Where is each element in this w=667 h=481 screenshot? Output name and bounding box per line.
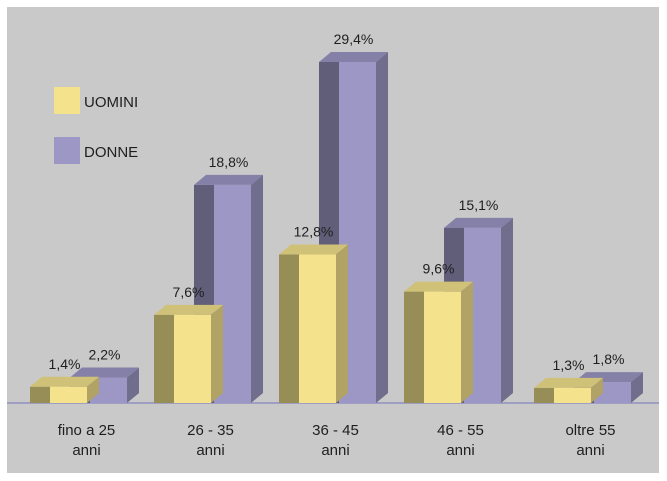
bar-donne-2 bbox=[194, 174, 263, 403]
x-tick-label-1-line-1: fino a 25 bbox=[58, 422, 116, 439]
bar-uomini-3 bbox=[279, 244, 348, 403]
bar-uomini-5 bbox=[534, 377, 603, 403]
x-tick-label-1-line-2: anni bbox=[72, 442, 100, 459]
bar-side-face bbox=[591, 377, 603, 403]
data-label-donne-2: 18,8% bbox=[209, 154, 249, 170]
data-label-donne-5: 1,8% bbox=[593, 351, 625, 367]
bar-side-face bbox=[87, 376, 99, 403]
bar-top-face bbox=[30, 376, 99, 387]
data-label-donne-4: 15,1% bbox=[459, 197, 499, 213]
bar-top-face bbox=[279, 244, 348, 255]
legend-swatch-uomini bbox=[54, 87, 80, 114]
bar-top-face bbox=[444, 217, 513, 228]
x-tick-label-2-line-2: anni bbox=[196, 442, 224, 459]
bar-front-shade bbox=[154, 314, 174, 403]
bar-front-shade bbox=[534, 387, 554, 403]
bar-side-face bbox=[127, 367, 139, 403]
x-tick-label-5-line-1: oltre 55 bbox=[565, 422, 615, 439]
data-label-uomini-3: 12,8% bbox=[294, 224, 334, 240]
bar-top-face bbox=[404, 281, 473, 292]
x-tick-label-3-line-1: 36 - 45 bbox=[312, 422, 359, 439]
data-label-uomini-5: 1,3% bbox=[553, 357, 585, 373]
bar-side-face bbox=[376, 51, 388, 404]
x-tick-label-4-line-1: 46 - 55 bbox=[437, 422, 484, 439]
x-tick-label-4-line-2: anni bbox=[446, 442, 474, 459]
bar-uomini-2 bbox=[154, 304, 223, 403]
bar-top-face bbox=[319, 51, 388, 62]
x-tick-label-5-line-2: anni bbox=[576, 442, 604, 459]
bar-front-shade bbox=[279, 254, 299, 403]
data-label-donne-3: 29,4% bbox=[334, 31, 374, 47]
x-tick-label-2-line-1: 26 - 35 bbox=[187, 422, 234, 439]
bar-top-face bbox=[534, 377, 603, 388]
x-tick-label-3-line-2: anni bbox=[321, 442, 349, 459]
data-label-uomini-1: 1,4% bbox=[49, 356, 81, 372]
bar-top-face bbox=[194, 174, 263, 185]
bar-side-face bbox=[501, 217, 513, 403]
bar-uomini-1 bbox=[30, 376, 99, 403]
legend-label-uomini: UOMINI bbox=[84, 94, 138, 111]
bar-side-face bbox=[211, 304, 223, 403]
bar-side-face bbox=[251, 174, 263, 403]
chart-area: 2,2% 1,4% fino a 25 anni 18,8% 7,6% 26 - 35 ann… bbox=[7, 7, 659, 473]
data-label-uomini-2: 7,6% bbox=[173, 284, 205, 300]
bar-side-face bbox=[461, 281, 473, 403]
legend-swatch-donne bbox=[54, 137, 80, 164]
bar-chart: 2,2% 1,4% fino a 25 anni 18,8% 7,6% 26 - 35 ann… bbox=[7, 31, 659, 459]
legend-label-donne: DONNE bbox=[84, 144, 138, 161]
bar-front-shade bbox=[404, 291, 424, 403]
bar-top-face bbox=[70, 367, 139, 378]
bar-top-face bbox=[154, 304, 223, 315]
bar-uomini-4 bbox=[404, 281, 473, 403]
bar-front-shade bbox=[30, 386, 50, 403]
bar-side-face bbox=[336, 244, 348, 403]
data-label-donne-1: 2,2% bbox=[89, 346, 121, 362]
bar-side-face bbox=[631, 372, 643, 403]
data-label-uomini-4: 9,6% bbox=[423, 261, 455, 277]
